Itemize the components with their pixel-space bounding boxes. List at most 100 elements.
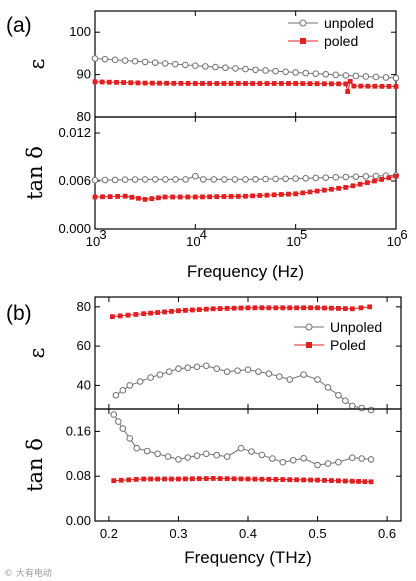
data-point (342, 72, 350, 79)
series-poled (92, 78, 399, 94)
data-point (148, 310, 154, 316)
data-point (126, 382, 134, 389)
legend: unpoled poled (288, 15, 374, 49)
data-point (324, 460, 332, 467)
data-point (203, 476, 209, 481)
data-point (292, 175, 299, 182)
data-point (133, 477, 139, 482)
series-poled (109, 304, 373, 320)
data-point (293, 81, 299, 86)
x-tick-label: 10 (86, 234, 100, 249)
data-point (122, 193, 128, 199)
series-unpoled (91, 55, 400, 82)
data-point (358, 455, 366, 462)
series-unpoled (110, 411, 375, 469)
data-point (252, 305, 258, 311)
data-point (245, 305, 251, 311)
data-point (119, 387, 127, 394)
panel-label: (a) (6, 14, 32, 37)
data-point (362, 173, 370, 180)
data-point (214, 194, 220, 200)
data-point (367, 456, 375, 463)
data-point (217, 306, 223, 311)
data-point (192, 194, 198, 200)
data-point (329, 81, 334, 87)
watermark: © 大有电动 (4, 569, 52, 579)
data-point (372, 178, 377, 184)
data-point (118, 477, 124, 483)
data-point (393, 173, 399, 179)
data-point (336, 185, 342, 191)
data-point (100, 194, 105, 200)
data-point (300, 371, 307, 378)
data-point (164, 453, 172, 460)
data-point (265, 370, 273, 377)
data-point (165, 368, 173, 375)
subplot-epsilon: 40 60 80 ε (25, 296, 402, 414)
data-point (171, 80, 177, 86)
data-point (200, 194, 205, 200)
data-point (349, 402, 356, 410)
legend-marker (306, 342, 312, 348)
y-tick-label: 0.000 (58, 221, 91, 236)
series-poled (111, 476, 374, 485)
data-point (101, 176, 109, 184)
data-point (164, 80, 170, 86)
data-point (92, 79, 98, 85)
data-point (269, 455, 276, 462)
y-tick-label: 0.006 (58, 173, 91, 188)
data-point (121, 80, 127, 85)
data-point (343, 81, 349, 87)
y-tick-label: 80 (77, 299, 91, 314)
data-point (322, 174, 330, 181)
data-point (193, 452, 201, 459)
data-point (250, 193, 256, 199)
data-point (228, 81, 234, 86)
legend-label: Unpoled (330, 319, 382, 335)
data-point (221, 81, 227, 86)
data-point (121, 57, 129, 64)
data-point (196, 307, 202, 312)
data-point (133, 312, 139, 317)
data-point (266, 476, 272, 482)
data-point (213, 451, 221, 459)
data-point (379, 83, 385, 89)
data-point (169, 476, 174, 482)
data-point (149, 80, 155, 86)
data-point (99, 79, 105, 85)
data-point (264, 192, 270, 198)
data-point (109, 314, 115, 320)
data-point (349, 478, 355, 484)
data-point (111, 478, 117, 484)
data-point (199, 176, 207, 183)
data-point (192, 172, 199, 180)
data-point (172, 176, 179, 183)
plot-frame (94, 116, 397, 230)
data-point (114, 418, 122, 425)
data-point (243, 81, 248, 86)
data-point (238, 476, 244, 482)
x-axis-label: Frequency (Hz) (187, 262, 304, 281)
data-point (112, 391, 120, 399)
data-point (356, 479, 361, 484)
data-point (237, 444, 245, 452)
data-point (329, 186, 334, 192)
data-point (142, 80, 148, 86)
data-point (266, 305, 272, 311)
data-point (287, 305, 293, 311)
data-point (259, 305, 265, 311)
data-point (358, 305, 364, 311)
data-point (184, 364, 192, 372)
y-tick-label: 0.012 (58, 125, 91, 140)
data-point (312, 174, 320, 182)
data-point (114, 79, 119, 85)
data-point (110, 411, 118, 418)
data-point (232, 65, 239, 72)
data-point (129, 194, 135, 200)
data-point (315, 305, 320, 311)
series-line (115, 365, 372, 411)
data-point (393, 84, 399, 89)
data-point (347, 78, 353, 84)
data-point (271, 192, 277, 198)
data-point (275, 373, 283, 380)
